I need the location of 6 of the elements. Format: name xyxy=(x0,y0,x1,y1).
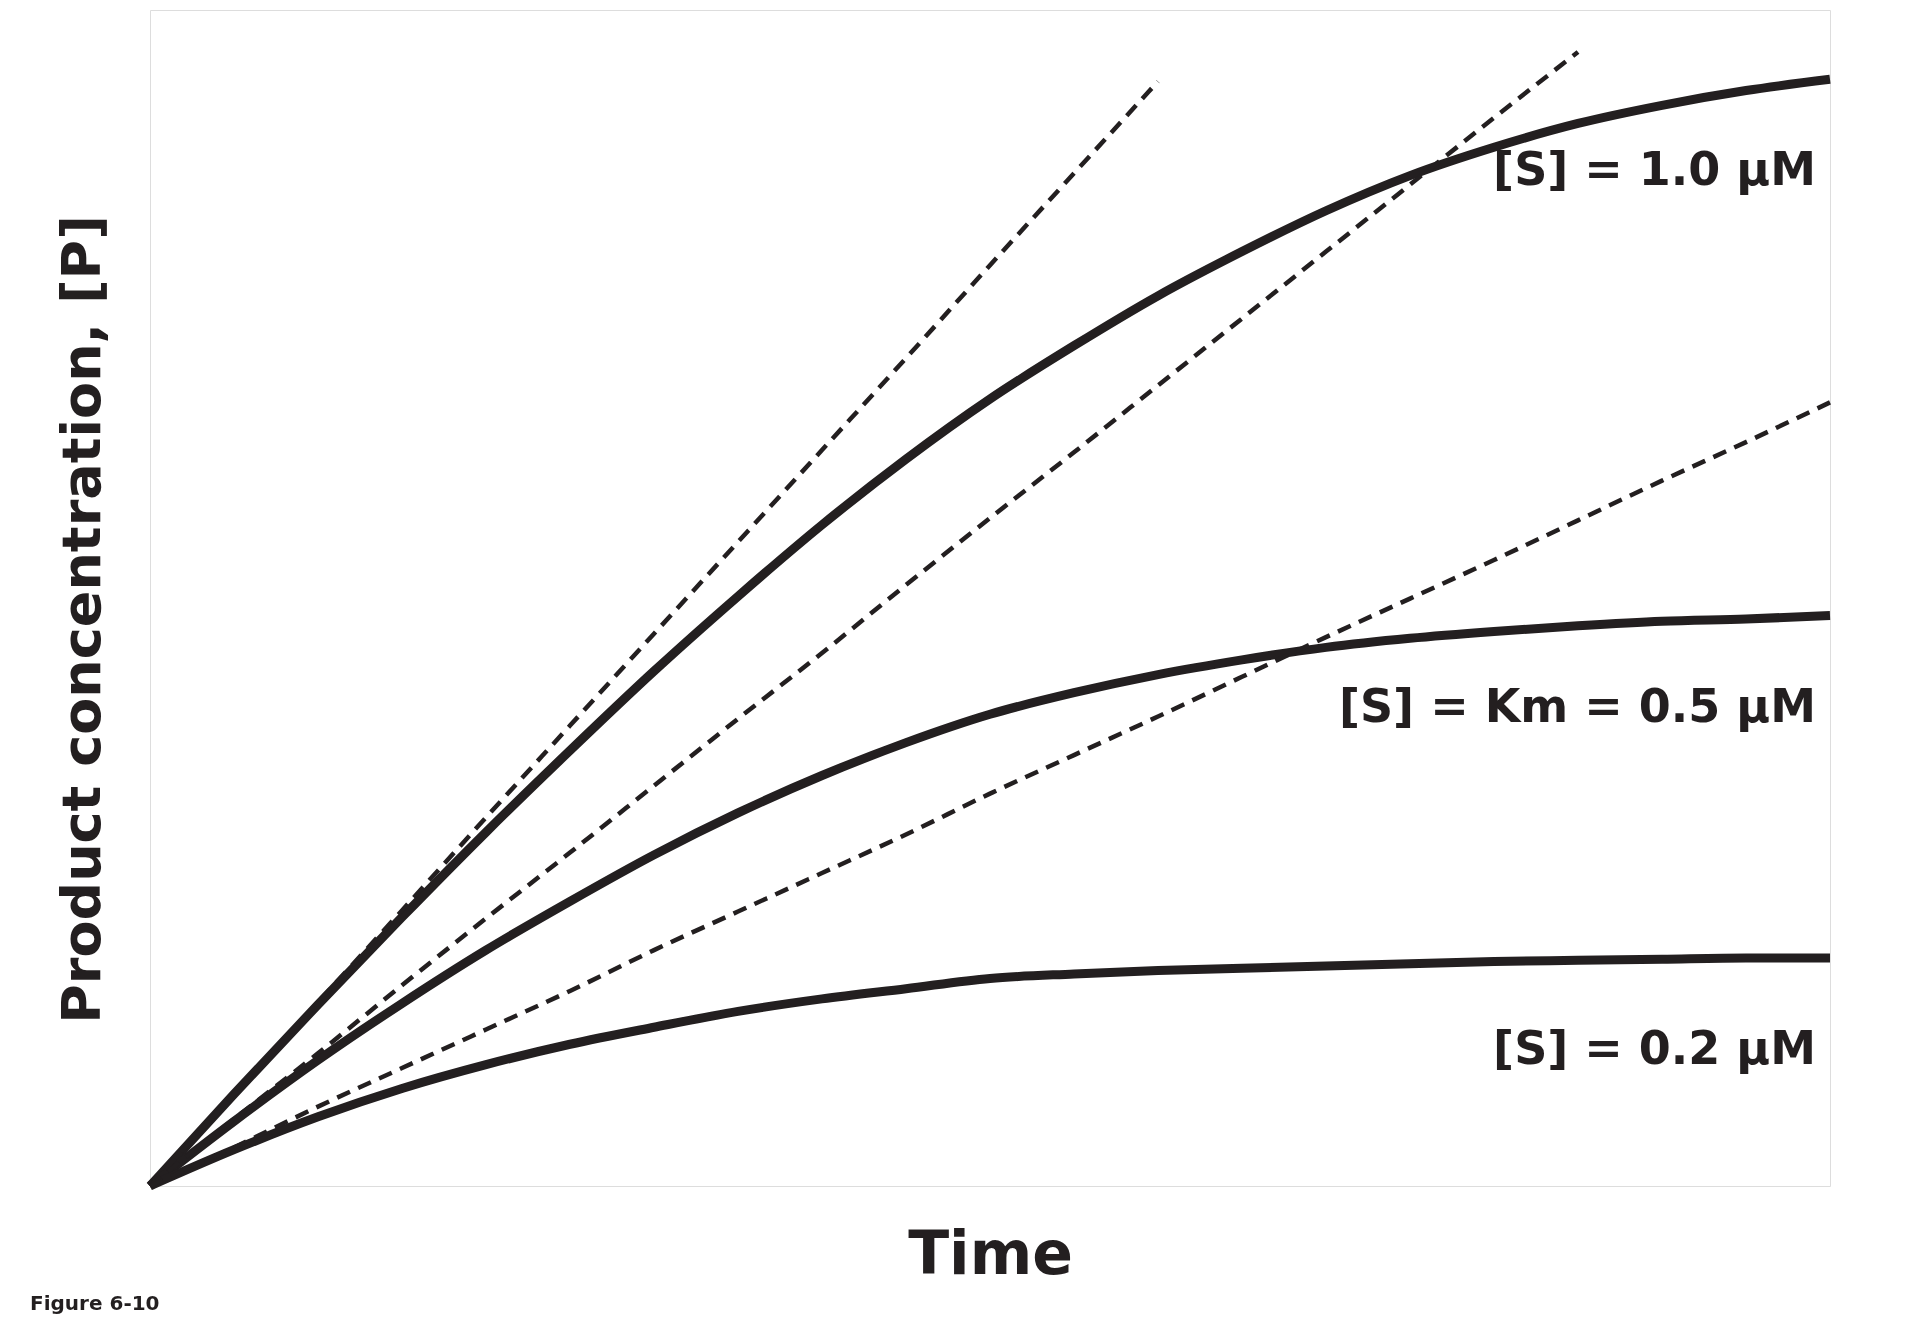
series-label: [S] = 0.2 μM xyxy=(1493,1021,1816,1076)
y-axis-title: Product concentration, [P] xyxy=(49,215,113,1024)
x-axis-title: Time xyxy=(908,1217,1073,1288)
series-label: [S] = 1.0 μM xyxy=(1493,142,1816,197)
caption: Figure 6-10 xyxy=(30,1291,160,1315)
series-label: [S] = Km = 0.5 μM xyxy=(1338,678,1816,733)
